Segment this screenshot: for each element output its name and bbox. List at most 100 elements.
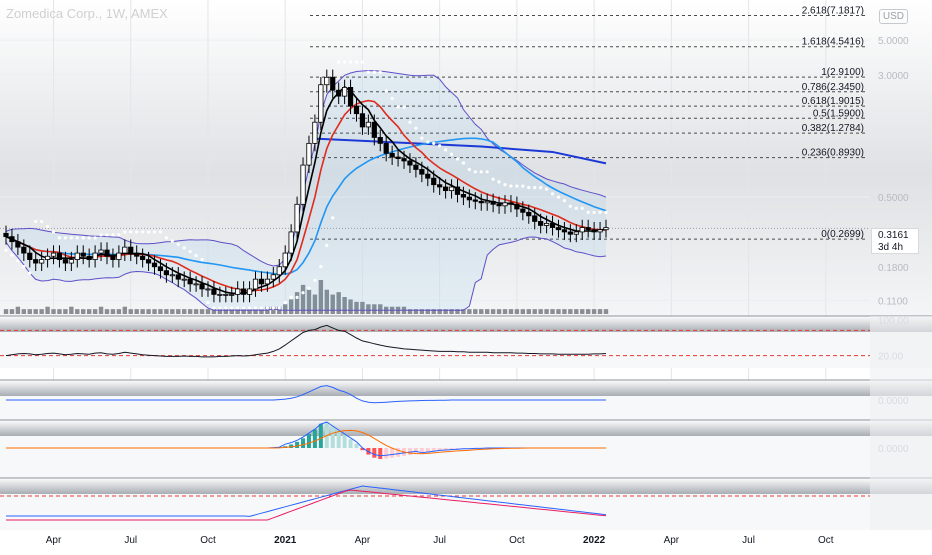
- volume-bar: [164, 309, 168, 314]
- sar-dot: [527, 186, 530, 189]
- volume-bar: [28, 309, 32, 314]
- sar-dot: [313, 279, 316, 282]
- volume-bar: [200, 309, 204, 314]
- indicator-pane-shade: [0, 478, 932, 494]
- volume-bar: [533, 309, 537, 314]
- candle-body: [224, 294, 228, 295]
- candle-body: [301, 165, 305, 204]
- candle-body: [396, 157, 400, 159]
- sar-dot: [272, 306, 275, 309]
- sar-dot: [450, 153, 453, 156]
- candle-body: [556, 228, 560, 230]
- volume-bar: [574, 309, 578, 314]
- sar-dot: [604, 211, 607, 214]
- volume-bar: [140, 309, 144, 314]
- sar-dot: [76, 236, 79, 239]
- sar-dot: [88, 236, 91, 239]
- macd-histogram-bar: [343, 435, 347, 448]
- sar-dot: [349, 60, 352, 63]
- candle-body: [200, 284, 204, 289]
- candle-body: [206, 289, 210, 290]
- candle-body: [491, 201, 495, 204]
- sar-dot: [462, 161, 465, 164]
- sar-dot: [10, 254, 13, 257]
- volume-bar: [105, 309, 109, 314]
- candle-body: [568, 232, 572, 234]
- volume-bar: [598, 309, 602, 314]
- volume-bar: [10, 309, 14, 314]
- sar-dot: [521, 185, 524, 188]
- sar-dot: [492, 178, 495, 181]
- volume-bar: [562, 309, 566, 314]
- candle-body: [420, 169, 424, 174]
- candle-body: [473, 200, 477, 201]
- candle-body: [544, 223, 548, 225]
- candle-body: [497, 204, 501, 206]
- volume-bar: [34, 309, 38, 314]
- macd-histogram-bar: [378, 448, 382, 459]
- volume-bar: [134, 309, 138, 314]
- time-tick-label: Apr: [355, 535, 371, 546]
- right-axis-strip: [870, 316, 932, 530]
- sar-dot: [307, 287, 310, 290]
- candle-body: [253, 279, 257, 289]
- sar-dot: [367, 71, 370, 74]
- candle-body: [592, 230, 596, 232]
- volume-bar: [521, 309, 525, 314]
- sar-dot: [212, 306, 215, 309]
- sar-dot: [189, 250, 192, 253]
- sar-dot: [319, 265, 322, 268]
- candle-body: [123, 247, 127, 253]
- volume-bar: [22, 309, 26, 314]
- currency-badge[interactable]: USD: [879, 9, 908, 24]
- sar-dot: [503, 183, 506, 186]
- sar-dot: [533, 186, 536, 189]
- sar-dot: [99, 233, 102, 236]
- volume-bar: [16, 307, 20, 314]
- candle-body: [509, 203, 513, 204]
- sar-dot: [159, 230, 162, 233]
- volume-bar: [182, 309, 186, 314]
- time-tick-label: Oct: [509, 535, 525, 546]
- time-tick-label: 2021: [274, 535, 297, 546]
- candle-body: [105, 250, 109, 256]
- sar-dot: [141, 230, 144, 233]
- volume-bar: [69, 307, 73, 314]
- sar-dot: [563, 199, 566, 202]
- candle-body: [348, 87, 352, 106]
- sar-dot: [355, 60, 358, 63]
- candle-body: [212, 289, 216, 294]
- volume-bar: [188, 309, 192, 314]
- candle-body: [360, 114, 364, 127]
- volume-bar: [152, 309, 156, 314]
- candle-body: [129, 247, 133, 253]
- volume-bar: [550, 309, 554, 314]
- sar-dot: [82, 236, 85, 239]
- candle-body: [28, 253, 32, 259]
- candle-body: [152, 263, 156, 267]
- candle-body: [182, 279, 186, 280]
- price-tick-label: 0.1800: [878, 263, 909, 274]
- candle-body: [331, 77, 335, 90]
- sar-dot: [248, 306, 251, 309]
- candle-body: [598, 230, 602, 232]
- sar-dot: [497, 180, 500, 183]
- volume-bar: [170, 309, 174, 314]
- candle-body: [259, 279, 263, 284]
- chart-title: Zomedica Corp., 1W, AMEX: [6, 6, 168, 21]
- volume-bar: [515, 309, 519, 314]
- macd-histogram-bar: [307, 434, 311, 448]
- candle-body: [75, 253, 79, 259]
- volume-bar: [497, 309, 501, 314]
- sar-dot: [236, 306, 239, 309]
- fib-level-label: 0(0.2699): [821, 229, 864, 240]
- candle-body: [437, 185, 441, 187]
- volume-bar: [4, 309, 8, 314]
- macd-histogram-bar: [295, 442, 299, 448]
- sar-dot: [46, 225, 49, 228]
- volume-bar: [111, 309, 115, 314]
- price-tick-label: 5.0000: [878, 36, 909, 47]
- sar-dot: [242, 306, 245, 309]
